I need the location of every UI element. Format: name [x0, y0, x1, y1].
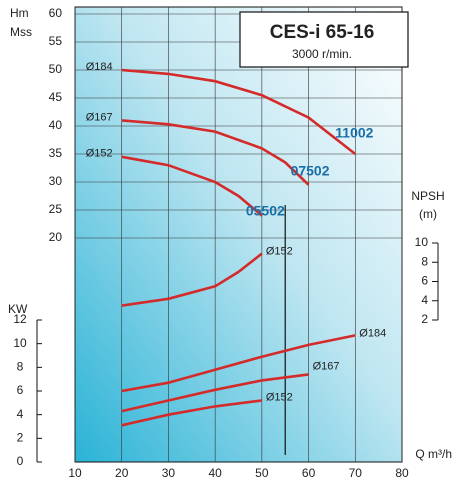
- y-tick-label: 60: [49, 6, 63, 20]
- x-tick-label: 40: [208, 466, 222, 480]
- y-tick-label: 10: [415, 235, 429, 249]
- y-tick-label: 0: [17, 454, 24, 468]
- curve-label: Ø152: [266, 391, 293, 403]
- y-tick-label: 35: [49, 146, 63, 160]
- y-tick-label: 50: [49, 62, 63, 76]
- model-label: 07502: [291, 163, 330, 179]
- y-tick-label: 4: [421, 293, 428, 307]
- y-tick-label: 40: [49, 118, 63, 132]
- y-tick-label: 4: [17, 407, 24, 421]
- y-tick-label: 30: [49, 174, 63, 188]
- chart-subtitle: 3000 r/min.: [292, 47, 352, 61]
- y-tick-label: 2: [17, 431, 24, 445]
- curve-label: Ø184: [359, 327, 386, 339]
- y-axis-label: Mss: [10, 25, 32, 39]
- x-tick-label: 80: [395, 466, 409, 480]
- x-tick-label: 20: [115, 466, 129, 480]
- model-label: 11002: [335, 125, 373, 141]
- curve-label: Ø152: [266, 245, 293, 257]
- y-tick-label: 8: [421, 254, 428, 268]
- x-tick-label: 60: [302, 466, 316, 480]
- y-tick-label: 6: [421, 274, 428, 288]
- y-axis-label: NPSH: [411, 189, 444, 203]
- y-axis-label: (m): [419, 207, 437, 221]
- curve-label: Ø167: [86, 111, 113, 123]
- y-tick-label: 10: [13, 336, 27, 350]
- chart: 1020304050607080202530354045505560HmMss0…: [0, 0, 459, 485]
- y-tick-label: 45: [49, 90, 63, 104]
- x-tick-label: 30: [162, 466, 176, 480]
- y-axis-label: Hm: [10, 6, 29, 20]
- x-tick-label: 70: [349, 466, 363, 480]
- y-tick-label: 20: [49, 230, 63, 244]
- y-tick-label: 55: [49, 34, 63, 48]
- y-tick-label: 25: [49, 202, 63, 216]
- chart-title: CES-i 65-16: [270, 22, 375, 43]
- y-tick-label: 8: [17, 360, 24, 374]
- model-label: 05502: [246, 202, 285, 218]
- plot-area: [75, 7, 402, 462]
- curve-label: Ø152: [86, 148, 113, 160]
- x-tick-label: 10: [68, 466, 82, 480]
- curve-label: Ø167: [313, 360, 340, 372]
- x-tick-label: 50: [255, 466, 269, 480]
- y-tick-label: 6: [17, 383, 24, 397]
- x-axis-label: Q m³/h: [415, 447, 452, 461]
- y-axis-label: KW: [8, 302, 28, 316]
- y-tick-label: 2: [421, 312, 428, 326]
- curve-label: Ø184: [86, 61, 113, 73]
